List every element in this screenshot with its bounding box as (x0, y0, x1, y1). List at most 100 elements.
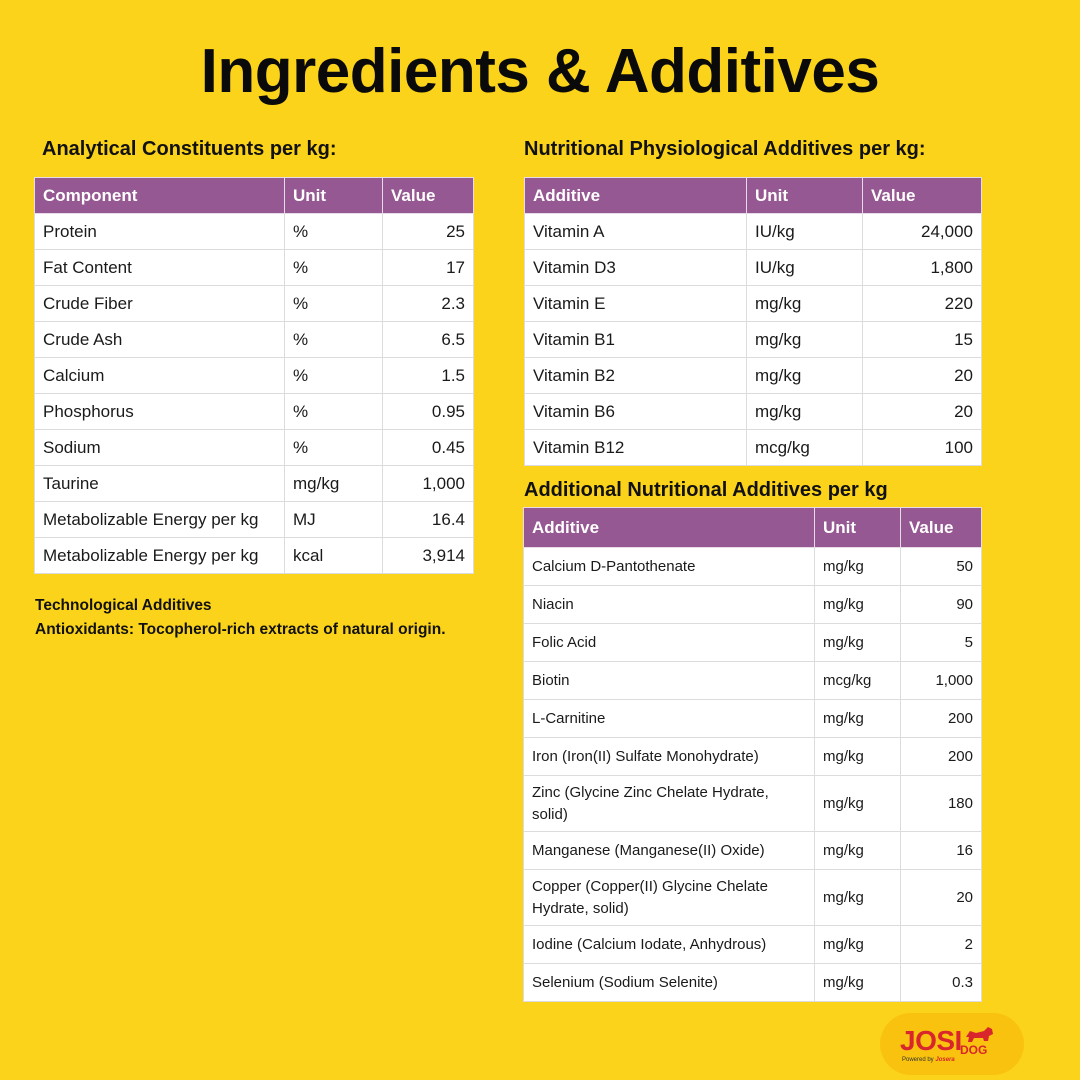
row-value: 3,914 (382, 537, 474, 574)
row-value: 1,000 (900, 661, 982, 700)
row-label: Vitamin B6 (524, 393, 747, 430)
row-value: 17 (382, 249, 474, 286)
table-row: Iron (Iron(II) Sulfate Monohydrate) mg/kg… (523, 737, 982, 776)
row-unit: mg/kg (814, 585, 901, 624)
row-value: 6.5 (382, 321, 474, 358)
technological-additives: Technological Additives Antioxidants: To… (35, 594, 446, 642)
table-row: Crude Fiber% 2.3 (34, 285, 474, 322)
row-unit: mg/kg (814, 547, 901, 586)
column-header: Additive (523, 507, 815, 548)
row-value: 2 (900, 925, 982, 964)
column-header: Additive (524, 177, 747, 214)
row-label: L-Carnitine (523, 699, 815, 738)
row-unit: mg/kg (746, 285, 863, 322)
table-row: Vitamin B12 mcg/kg 100 (524, 429, 982, 466)
table-row: Metabolizable Energy per kg MJ 16.4 (34, 501, 474, 538)
row-unit: mg/kg (746, 357, 863, 394)
row-unit: mg/kg (814, 699, 901, 738)
row-unit: MJ (284, 501, 383, 538)
table-row: Vitamin B6 mg/kg 20 (524, 393, 982, 430)
column-header: Unit (284, 177, 383, 214)
row-unit: mg/kg (814, 869, 901, 926)
row-label: Iodine (Calcium Iodate, Anhydrous) (523, 925, 815, 964)
table-row: Vitamin A IU/kg 24,000 (524, 213, 982, 250)
row-label: Crude Fiber (34, 285, 285, 322)
row-unit: % (284, 429, 383, 466)
analytical-table: Component Unit Value Protein% 25 Fat Conte… (34, 177, 474, 574)
table-row: L-Carnitine mg/kg 200 (523, 699, 982, 738)
row-unit: mcg/kg (746, 429, 863, 466)
row-label: Taurine (34, 465, 285, 502)
row-value: 1,000 (382, 465, 474, 502)
column-header: Unit (814, 507, 901, 548)
table-row: Vitamin B2 mg/kg 20 (524, 357, 982, 394)
table-row: Calcium D-Pantothenate mg/kg 50 (523, 547, 982, 586)
row-label: Calcium D-Pantothenate (523, 547, 815, 586)
row-value: 20 (862, 357, 982, 394)
row-unit: mg/kg (746, 393, 863, 430)
technological-text: Antioxidants: Tocopherol-rich extracts o… (35, 621, 446, 638)
row-value: 16 (900, 831, 982, 870)
additional-table: Additive Unit Value Calcium D-Pantothena… (523, 507, 982, 1002)
table-header-row: Additive Unit Value (524, 177, 982, 214)
row-unit: mg/kg (814, 925, 901, 964)
row-label: Sodium (34, 429, 285, 466)
row-value: 1,800 (862, 249, 982, 286)
row-value: 2.3 (382, 285, 474, 322)
row-value: 15 (862, 321, 982, 358)
column-header: Component (34, 177, 285, 214)
row-label: Fat Content (34, 249, 285, 286)
row-label: Biotin (523, 661, 815, 700)
table-row: Zinc (Glycine Zinc Chelate Hydrate, soli… (523, 775, 982, 832)
row-unit: mg/kg (814, 831, 901, 870)
row-unit: % (284, 213, 383, 250)
row-label: Vitamin B1 (524, 321, 747, 358)
row-label: Niacin (523, 585, 815, 624)
row-unit: % (284, 393, 383, 430)
row-value: 50 (900, 547, 982, 586)
table-row: Metabolizable Energy per kg kcal 3,914 (34, 537, 474, 574)
row-label: Protein (34, 213, 285, 250)
dog-icon (966, 1027, 993, 1042)
row-unit: mg/kg (814, 963, 901, 1002)
logo-powered-by: Powered by Josera (902, 1057, 955, 1063)
row-unit: % (284, 357, 383, 394)
row-value: 0.3 (900, 963, 982, 1002)
table-row: Folic Acid mg/kg 5 (523, 623, 982, 662)
table-row: Calcium% 1.5 (34, 357, 474, 394)
table-row: Manganese (Manganese(II) Oxide) mg/kg 16 (523, 831, 982, 870)
row-value: 90 (900, 585, 982, 624)
table-row: Taurine mg/kg 1,000 (34, 465, 474, 502)
row-label: Selenium (Sodium Selenite) (523, 963, 815, 1002)
physiological-table: Additive Unit Value Vitamin A IU/kg 24,000… (524, 177, 982, 466)
table-row: Copper (Copper(II) Glycine Chelate Hydra… (523, 869, 982, 926)
logo-dog-word: DOG (960, 1043, 988, 1057)
page-title: Ingredients & Additives (200, 37, 880, 106)
table-row: Iodine (Calcium Iodate, Anhydrous) mg/kg 2 (523, 925, 982, 964)
row-unit: % (284, 285, 383, 322)
row-unit: IU/kg (746, 249, 863, 286)
table-row: Crude Ash% 6.5 (34, 321, 474, 358)
row-value: 0.95 (382, 393, 474, 430)
row-label: Copper (Copper(II) Glycine Chelate Hydra… (523, 869, 815, 926)
row-unit: % (284, 249, 383, 286)
additional-heading: Additional Nutritional Additives per kg (524, 479, 888, 501)
row-value: 20 (862, 393, 982, 430)
table-header-row: Component Unit Value (34, 177, 474, 214)
table-header-row: Additive Unit Value (523, 507, 982, 548)
row-unit: kcal (284, 537, 383, 574)
josi-dog-logo: JOSI DOG Powered by Josera (880, 1013, 1024, 1075)
row-unit: % (284, 321, 383, 358)
row-unit: mcg/kg (814, 661, 901, 700)
table-row: Protein% 25 (34, 213, 474, 250)
row-label: Zinc (Glycine Zinc Chelate Hydrate, soli… (523, 775, 815, 832)
table-row: Niacin mg/kg 90 (523, 585, 982, 624)
row-label: Crude Ash (34, 321, 285, 358)
analytical-heading: Analytical Constituents per kg: (42, 138, 337, 160)
row-value: 200 (900, 699, 982, 738)
table-row: Biotin mcg/kg 1,000 (523, 661, 982, 700)
row-value: 25 (382, 213, 474, 250)
column-header: Value (900, 507, 982, 548)
table-row: Vitamin B1 mg/kg 15 (524, 321, 982, 358)
